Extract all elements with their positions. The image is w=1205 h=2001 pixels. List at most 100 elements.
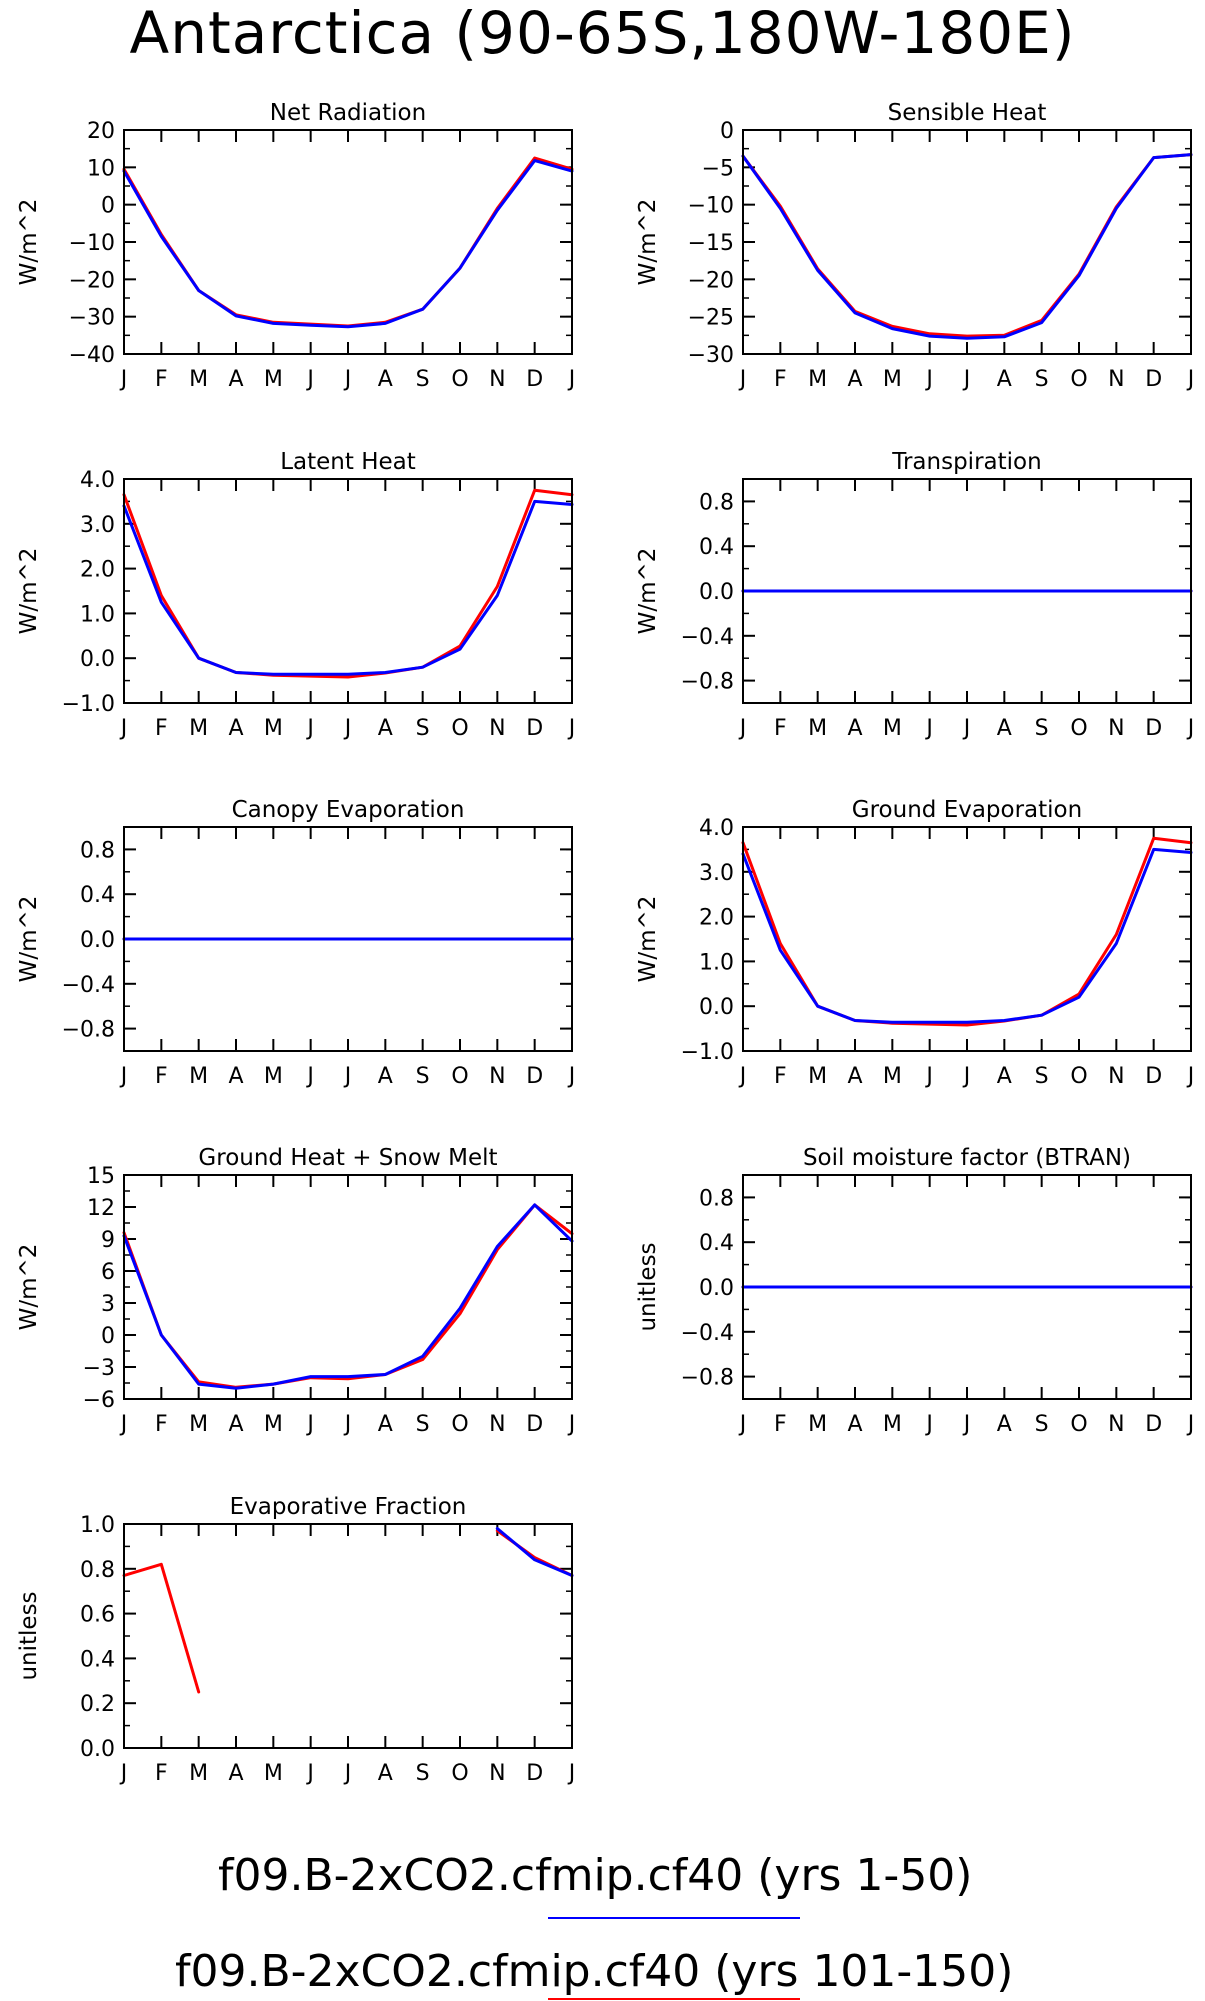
- page-title: Antarctica (90-65S,180W-180E): [129, 0, 1076, 67]
- x-tick-label: A: [228, 1412, 243, 1437]
- y-tick-label: 0.0: [699, 995, 734, 1020]
- y-tick-label: −20: [69, 268, 115, 293]
- x-tick-label: M: [808, 367, 827, 392]
- x-tick-label: O: [1070, 716, 1087, 741]
- x-tick-label: N: [489, 1064, 505, 1089]
- y-tick-label: 0.8: [699, 490, 734, 515]
- x-tick-label: J: [738, 1064, 747, 1089]
- series-line-blue: [122, 499, 574, 676]
- plot-frame: [123, 1174, 573, 1400]
- x-tick-label: A: [997, 367, 1012, 392]
- y-tick-label: 1.0: [80, 602, 115, 627]
- x-tick-label: J: [343, 716, 352, 741]
- x-tick-label: M: [264, 1761, 283, 1786]
- panel-title-evaporative-fraction: Evaporative Fraction: [230, 1494, 467, 1520]
- x-tick-label: S: [416, 367, 430, 392]
- x-tick-label: M: [189, 367, 208, 392]
- x-tick-label: D: [1145, 367, 1162, 392]
- y-tick-label: −40: [69, 343, 115, 368]
- y-tick-label: −30: [688, 343, 734, 368]
- x-tick-label: D: [526, 1412, 543, 1437]
- y-tick-label: 0.6: [80, 1603, 115, 1628]
- x-tick-label: S: [1035, 1064, 1049, 1089]
- x-tick-label: S: [416, 716, 430, 741]
- y-tick-label: 4.0: [699, 816, 734, 841]
- y-tick-label: −1.0: [62, 692, 115, 717]
- x-tick-label: A: [847, 1064, 862, 1089]
- series-line-red: [741, 153, 1193, 338]
- plot-frame: [123, 478, 573, 704]
- x-tick-label: N: [489, 716, 505, 741]
- panel-title-canopy-evaporation: Canopy Evaporation: [232, 797, 465, 823]
- y-tick-label: −5: [702, 156, 734, 181]
- y-tick-label: 0.2: [80, 1692, 115, 1717]
- series-line-red: [122, 1529, 574, 1694]
- y-tick-label: 0: [101, 1324, 115, 1349]
- x-tick-label: M: [808, 1412, 827, 1437]
- y-tick-label: 1.0: [699, 950, 734, 975]
- series-line-blue: [741, 153, 1193, 340]
- plot-frame: [742, 1174, 1192, 1400]
- x-tick-label: J: [305, 1064, 314, 1089]
- x-tick-label: D: [1145, 1412, 1162, 1437]
- y-tick-label: 20: [87, 119, 115, 144]
- x-tick-label: M: [189, 1761, 208, 1786]
- x-tick-label: A: [228, 1761, 243, 1786]
- x-tick-label: M: [189, 716, 208, 741]
- y-tick-label: −0.4: [681, 1321, 734, 1346]
- x-tick-label: J: [962, 716, 971, 741]
- x-tick-label: N: [1108, 1412, 1124, 1437]
- x-tick-label: J: [1186, 1412, 1195, 1437]
- x-tick-label: O: [451, 716, 468, 741]
- x-tick-label: M: [264, 367, 283, 392]
- x-tick-label: M: [883, 1412, 902, 1437]
- y-tick-label: −0.8: [62, 1018, 115, 1043]
- y-axis-label-transpiration: W/m^2: [635, 548, 661, 635]
- x-tick-label: M: [189, 1412, 208, 1437]
- x-tick-label: F: [155, 1761, 168, 1786]
- y-tick-label: 0.8: [80, 1558, 115, 1583]
- x-tick-label: S: [1035, 716, 1049, 741]
- y-axis-label-ground-evaporation: W/m^2: [635, 896, 661, 983]
- x-tick-label: J: [343, 1761, 352, 1786]
- x-tick-label: J: [1186, 367, 1195, 392]
- x-tick-label: N: [1108, 1064, 1124, 1089]
- x-tick-label: A: [997, 1064, 1012, 1089]
- x-tick-label: J: [962, 1064, 971, 1089]
- y-tick-label: 3.0: [699, 861, 734, 886]
- x-tick-label: J: [305, 1412, 314, 1437]
- y-tick-label: 12: [87, 1196, 115, 1221]
- x-tick-label: J: [924, 716, 933, 741]
- x-tick-label: J: [567, 1412, 576, 1437]
- y-tick-label: 0.8: [699, 1186, 734, 1211]
- x-tick-label: J: [567, 1761, 576, 1786]
- y-tick-label: −0.4: [62, 973, 115, 998]
- y-axis-label-sensible-heat: W/m^2: [635, 199, 661, 286]
- x-tick-label: D: [526, 1761, 543, 1786]
- x-tick-label: D: [526, 1064, 543, 1089]
- y-tick-label: 1.0: [80, 1513, 115, 1538]
- x-tick-label: J: [119, 367, 128, 392]
- x-tick-label: N: [489, 1761, 505, 1786]
- y-axis-label-canopy-evaporation: W/m^2: [16, 896, 42, 983]
- series-line-blue: [122, 1203, 574, 1390]
- y-tick-label: −3: [83, 1356, 115, 1381]
- plot-frame: [123, 826, 573, 1052]
- y-tick-label: 0.4: [699, 535, 734, 560]
- x-tick-label: N: [489, 367, 505, 392]
- x-tick-label: J: [343, 367, 352, 392]
- y-axis-label-latent-heat: W/m^2: [16, 548, 42, 635]
- x-tick-label: J: [343, 1412, 352, 1437]
- x-tick-label: O: [1070, 1412, 1087, 1437]
- plot-frame: [742, 826, 1192, 1052]
- series-line-blue: [495, 1527, 574, 1577]
- x-tick-label: J: [738, 1412, 747, 1437]
- y-tick-label: 2.0: [80, 558, 115, 583]
- y-tick-label: −6: [83, 1388, 115, 1413]
- y-tick-label: 10: [87, 156, 115, 181]
- y-tick-label: −10: [69, 231, 115, 256]
- x-tick-label: M: [264, 1064, 283, 1089]
